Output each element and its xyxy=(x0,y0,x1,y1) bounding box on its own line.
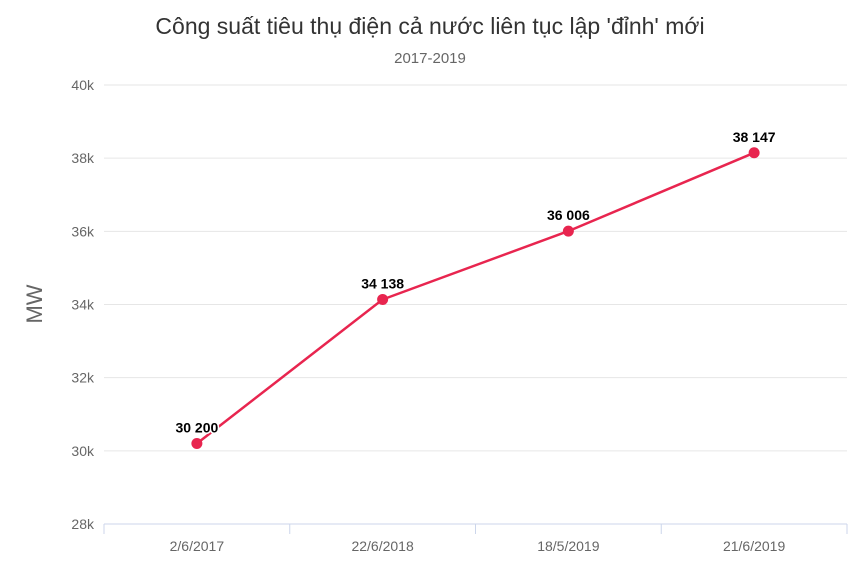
data-point xyxy=(377,293,389,305)
x-tick-label: 2/6/2017 xyxy=(170,538,225,554)
y-axis-title: MW xyxy=(22,284,47,323)
y-tick-label: 30k xyxy=(71,443,95,459)
grid-lines xyxy=(104,84,847,452)
y-tick-label: 34k xyxy=(71,297,95,313)
y-tick-label: 38k xyxy=(71,150,95,166)
y-tick-label: 36k xyxy=(71,223,95,239)
chart-subtitle: 2017-2019 xyxy=(394,50,466,67)
x-tick-label: 22/6/2018 xyxy=(351,538,413,554)
data-labels: 30 200 34 138 36 006 38 147 xyxy=(174,127,777,437)
data-label: 36 006 xyxy=(547,207,590,223)
y-tick-label: 32k xyxy=(71,370,95,386)
chart-title: Công suất tiêu thụ điện cả nước liên tục… xyxy=(155,13,704,39)
data-label: 34 138 xyxy=(361,275,404,291)
data-label: 30 200 xyxy=(175,420,218,436)
y-tick-label: 40k xyxy=(71,77,95,93)
x-axis: 2/6/2017 22/6/2018 18/5/2019 21/6/2019 xyxy=(103,523,848,554)
data-point xyxy=(191,438,203,450)
data-point xyxy=(562,225,574,237)
series-layer xyxy=(191,147,760,450)
data-label: 38 147 xyxy=(733,129,776,145)
x-tick-label: 21/6/2019 xyxy=(723,538,785,554)
x-tick-label: 18/5/2019 xyxy=(537,538,599,554)
y-tick-label: 28k xyxy=(71,516,95,532)
y-axis-ticks: 28k 30k 32k 34k 36k 38k 40k xyxy=(71,77,95,532)
data-point xyxy=(748,147,760,159)
series-line xyxy=(195,151,756,445)
